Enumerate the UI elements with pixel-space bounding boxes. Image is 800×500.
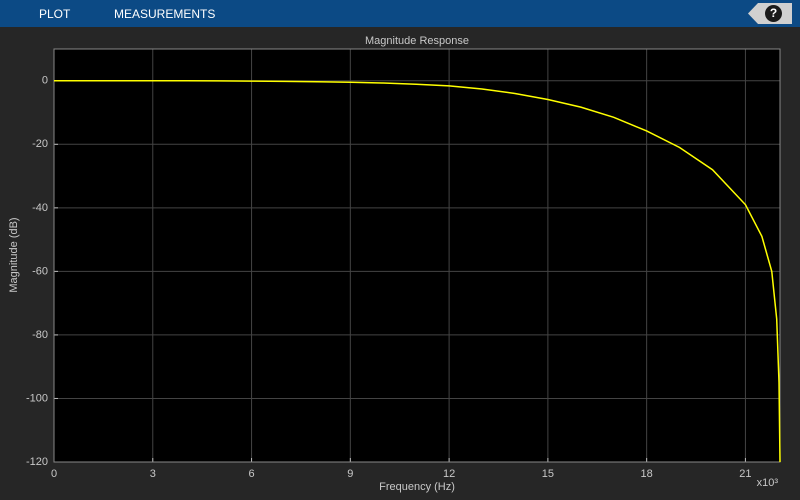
x-tick-label: 6 xyxy=(248,468,254,480)
y-tick-label: -40 xyxy=(32,202,48,214)
toolbar: PLOT MEASUREMENTS ? xyxy=(0,0,800,27)
x-tick-label: 18 xyxy=(641,468,653,480)
x-tick-label: 15 xyxy=(542,468,554,480)
x-tick-label: 12 xyxy=(443,468,455,480)
help-button[interactable]: ? xyxy=(748,3,792,24)
y-tick-label: -120 xyxy=(26,456,48,468)
plot-area xyxy=(54,49,780,462)
y-tick-label: -60 xyxy=(32,265,48,277)
tab[interactable]: PLOT xyxy=(39,7,71,21)
x-axis-label: Frequency (Hz) xyxy=(379,481,455,493)
tab[interactable]: MEASUREMENTS xyxy=(114,7,216,21)
axes-box xyxy=(53,48,781,463)
y-tick-label: 0 xyxy=(42,75,48,87)
y-tick-label: -100 xyxy=(26,392,48,404)
line-series xyxy=(54,80,781,463)
chart-title: Magnitude Response xyxy=(365,35,469,47)
x-tick-label: 3 xyxy=(150,468,156,480)
x-multiplier: x10³ xyxy=(757,477,779,489)
y-tick-label: -80 xyxy=(32,329,48,341)
x-tick-label: 21 xyxy=(739,468,751,480)
x-tick-label: 9 xyxy=(347,468,353,480)
help-icon[interactable]: ? xyxy=(765,5,782,22)
y-tick-label: -20 xyxy=(32,138,48,150)
x-tick-label: 0 xyxy=(51,468,57,480)
y-axis-label: Magnitude (dB) xyxy=(8,217,20,292)
